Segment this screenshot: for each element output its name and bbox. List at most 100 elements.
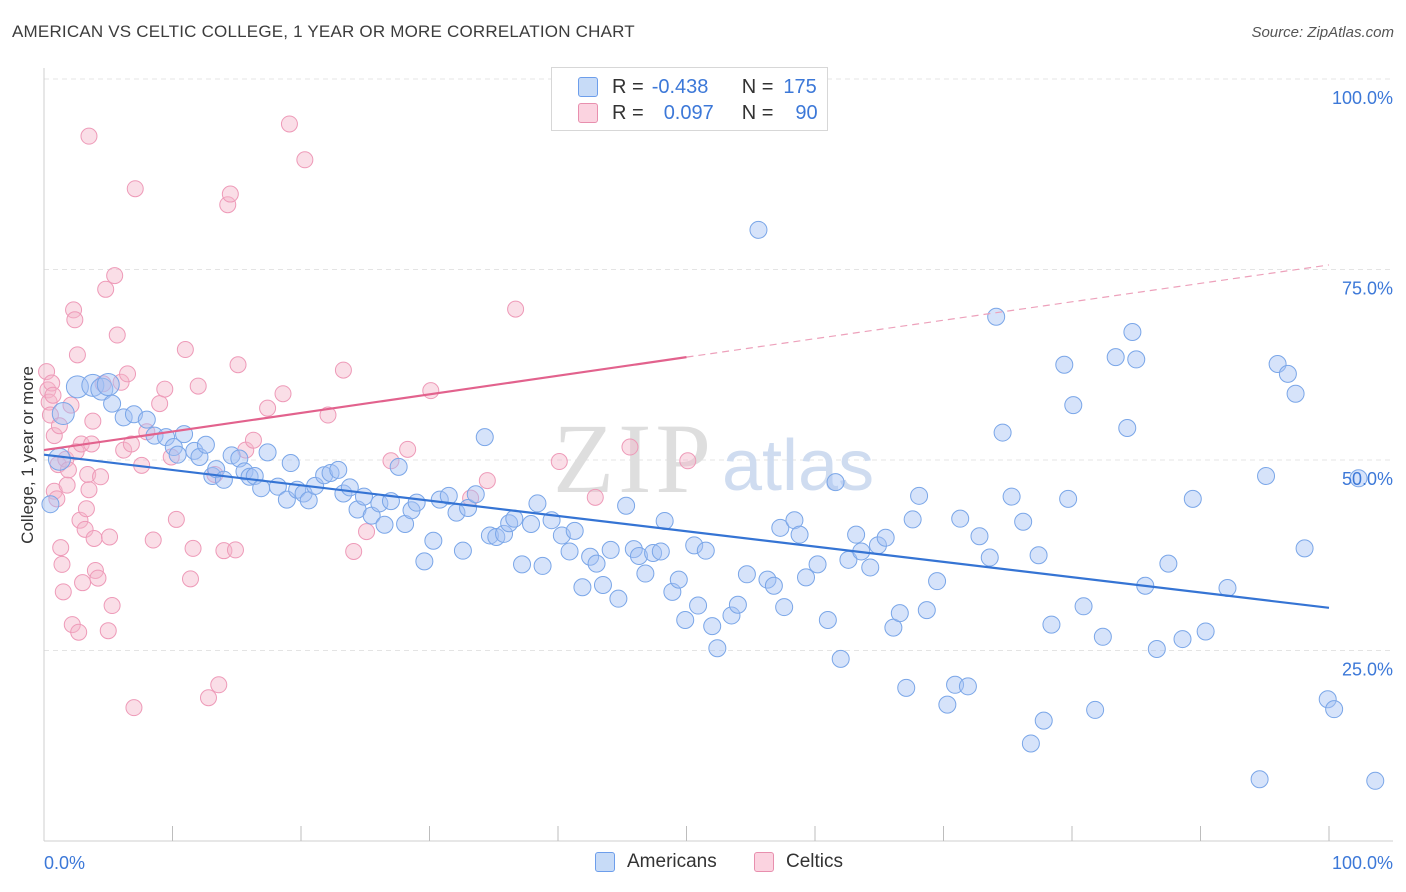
americans-point <box>47 447 71 471</box>
legend-r-value: -0.438 <box>651 75 709 98</box>
celtics-point <box>79 465 97 483</box>
americans-point <box>1029 546 1048 565</box>
celtics-point <box>144 531 162 549</box>
y-tick-label-100: 100.0% <box>1332 88 1393 108</box>
americans-point <box>938 695 957 714</box>
americans-point <box>235 462 254 481</box>
americans-point <box>890 604 909 623</box>
americans-point <box>581 547 600 566</box>
americans-point <box>1366 771 1385 790</box>
legend-n-value: 175 <box>783 75 817 98</box>
americans-point <box>910 486 929 505</box>
americans-point <box>354 487 373 506</box>
y-tick-label-25: 25.0% <box>1342 660 1393 680</box>
celtics-point <box>226 541 244 559</box>
legend-n-label: N = <box>741 75 774 98</box>
americans-point <box>528 494 547 513</box>
americans-point <box>708 639 727 658</box>
celtics-point <box>125 699 143 717</box>
americans-point <box>722 606 741 625</box>
celtics-point <box>85 529 103 547</box>
americans-point <box>1042 615 1061 634</box>
celtics-point <box>586 488 604 506</box>
celtics-point <box>319 406 337 424</box>
americans-point <box>987 307 1006 326</box>
americans-point <box>480 526 499 545</box>
americans-point <box>453 541 472 560</box>
americans-point <box>958 677 977 696</box>
americans-point <box>636 564 655 583</box>
americans-point <box>831 649 850 668</box>
americans-point <box>808 555 827 574</box>
celtics-point <box>126 180 144 198</box>
americans-point <box>1173 630 1192 649</box>
americans-point <box>946 675 965 694</box>
legend-n-value: 90 <box>795 101 818 124</box>
americans-point <box>207 460 226 479</box>
americans-point <box>593 575 612 594</box>
americans-point <box>629 547 648 566</box>
americans-point <box>185 441 204 460</box>
celtics-point <box>76 520 94 538</box>
series-legend-americans[interactable]: Americans <box>595 851 717 873</box>
americans-point <box>424 531 443 550</box>
celtics-point <box>244 431 262 449</box>
celtics-point <box>74 574 92 592</box>
celtics-point <box>66 311 84 329</box>
americans-point <box>617 496 636 515</box>
americans-point <box>1093 627 1112 646</box>
celtics-point <box>89 569 107 587</box>
series-legend: Americans Celtics <box>0 851 1406 877</box>
americans-point <box>917 601 936 620</box>
americans-point <box>847 525 866 544</box>
americans-point <box>728 595 747 614</box>
americans-point <box>1159 554 1178 573</box>
americans-point <box>1118 418 1137 437</box>
series-legend-celtics[interactable]: Celtics <box>754 851 843 873</box>
legend-n-label: N = <box>741 101 774 124</box>
celtics-point <box>334 361 352 379</box>
americans-trend-line <box>43 453 1330 609</box>
americans-point <box>790 525 809 544</box>
americans-point <box>1147 639 1166 658</box>
celtics-point <box>97 280 115 298</box>
celtics-point <box>345 542 363 560</box>
axis-layer <box>43 68 1393 842</box>
americans-point <box>696 541 715 560</box>
series-label-americans: Americans <box>627 851 717 872</box>
americans-point <box>475 428 494 447</box>
y-tick-labels: 25.0% 50.0% 75.0% 100.0% <box>1332 88 1393 680</box>
americans-point <box>415 552 434 571</box>
celtics-point <box>199 689 217 707</box>
celtics-point <box>621 438 639 456</box>
celtics-point <box>77 500 95 518</box>
celtics-point <box>210 676 228 694</box>
americans-point <box>513 555 532 574</box>
americans-point <box>329 460 348 479</box>
celtics-point <box>156 380 174 398</box>
americans-point <box>601 540 620 559</box>
legend-r-label: R = <box>612 101 644 124</box>
americans-point <box>1349 469 1368 488</box>
americans-point <box>1059 489 1078 508</box>
watermark: ZIP atlas <box>553 403 874 514</box>
americans-point <box>375 515 394 534</box>
celtics-point <box>181 570 199 588</box>
celtics-point <box>99 622 117 640</box>
celtics-trend-extension <box>686 264 1330 358</box>
celtics-point <box>221 185 239 203</box>
americans-point <box>1002 487 1021 506</box>
celtics-point <box>189 377 207 395</box>
americans-point <box>1325 700 1344 719</box>
americans-point <box>970 527 989 546</box>
americans-point <box>897 678 916 697</box>
celtics-point <box>296 151 314 169</box>
americans-point <box>137 410 156 429</box>
americans-point <box>764 576 783 595</box>
y-tick-label-75: 75.0% <box>1342 279 1393 299</box>
americans-point <box>1278 364 1297 383</box>
legend-swatch-celtics <box>578 103 598 123</box>
celtics-point <box>259 399 277 417</box>
americans-point <box>703 617 722 636</box>
